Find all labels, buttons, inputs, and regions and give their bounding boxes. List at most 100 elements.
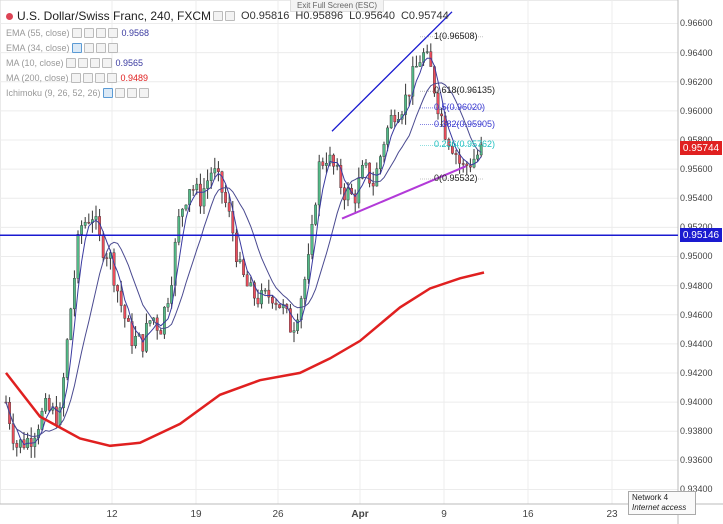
- price-axis[interactable]: 0.96600 0.96400 0.96200 0.96000 0.95800 0.956…: [678, 0, 723, 504]
- candle-down: [465, 163, 469, 166]
- symbol-title[interactable]: U.S. Dollar/Swiss Franc, 240, FXCM: [17, 9, 212, 23]
- upper-trendline: [331, 11, 453, 132]
- candle-down: [407, 94, 411, 97]
- time-axis[interactable]: 12 19 26 Apr 9 16 23: [0, 505, 678, 524]
- candle-up: [180, 208, 184, 217]
- candle-down: [321, 161, 325, 166]
- fib-label-0: 0(0.95532): [434, 172, 478, 183]
- candle-up: [404, 94, 407, 115]
- candle-up: [177, 216, 181, 243]
- indicator-label: MA (200, close): [6, 72, 69, 83]
- eye-icon[interactable]: [225, 11, 236, 21]
- candle-down: [47, 398, 51, 411]
- close-icon[interactable]: [95, 42, 106, 53]
- candle-down: [220, 171, 224, 193]
- candle-down: [353, 193, 357, 204]
- indicator-ichimoku[interactable]: Ichimoku (9, 26, 52, 26): [6, 85, 449, 100]
- candle-up: [375, 168, 379, 187]
- price-tick-label: 0.93400: [680, 484, 713, 495]
- close-icon[interactable]: [94, 72, 105, 83]
- close-icon[interactable]: [89, 57, 100, 68]
- candle-up: [209, 172, 213, 181]
- candle-down: [123, 305, 127, 319]
- candle-down: [159, 330, 163, 335]
- candle-up: [166, 303, 170, 308]
- time-tick-label: 26: [272, 509, 284, 520]
- indicator-ema34[interactable]: EMA (34, close): [6, 40, 449, 55]
- candle-down: [101, 234, 105, 258]
- settings-icon[interactable]: [114, 87, 125, 98]
- candle-up: [476, 154, 479, 160]
- eye-icon[interactable]: [71, 27, 82, 38]
- price-tick-label: 0.95400: [680, 193, 713, 204]
- candle-up: [202, 188, 206, 207]
- candle-down: [289, 308, 292, 333]
- settings-icon[interactable]: [82, 72, 93, 83]
- price-tick-label: 0.95800: [680, 134, 713, 145]
- indicator-ma200[interactable]: MA (200, close) 0.9489: [6, 70, 449, 85]
- time-tick-label: 16: [522, 509, 534, 520]
- price-tick-label: 0.96200: [680, 76, 713, 87]
- indicator-ema55[interactable]: EMA (55, close) 0.9568: [6, 25, 449, 40]
- candle-up: [94, 216, 98, 220]
- candle-up: [411, 66, 415, 97]
- candle-up: [389, 115, 393, 129]
- settings-icon[interactable]: [83, 27, 94, 38]
- price-tick-label: 0.96400: [680, 47, 713, 58]
- candle-up: [62, 377, 66, 408]
- symbol-status-icon: [6, 12, 13, 20]
- candle-down: [440, 113, 443, 117]
- candle-up: [19, 439, 22, 448]
- network-name: Network 4: [632, 493, 669, 502]
- candle-up: [361, 165, 364, 179]
- candle-up: [317, 161, 321, 206]
- settings-icon[interactable]: [83, 42, 94, 53]
- candle-up: [260, 290, 263, 305]
- more-icon[interactable]: [106, 72, 117, 83]
- price-tick-label: 0.95200: [680, 222, 713, 232]
- candle-up: [303, 279, 307, 299]
- candle-down: [227, 202, 231, 212]
- candle-up: [238, 259, 242, 263]
- settings-icon[interactable]: [213, 11, 224, 21]
- more-icon[interactable]: [101, 57, 112, 68]
- candle-up: [170, 285, 173, 304]
- candle-up: [148, 320, 152, 324]
- fib-label-0382: 0.382(0.95905): [434, 118, 496, 129]
- candle-down: [436, 92, 440, 115]
- more-icon[interactable]: [107, 27, 118, 38]
- candle-up: [479, 144, 483, 156]
- candle-up: [263, 289, 267, 292]
- exit-fullscreen-button[interactable]: Exit Full Screen (ESC): [290, 0, 385, 12]
- more-icon[interactable]: [107, 42, 118, 53]
- candle-down: [252, 282, 256, 299]
- price-tick-label: 0.96000: [680, 105, 713, 116]
- eye-icon[interactable]: [71, 42, 82, 53]
- ohlc-low: L0.95640: [349, 10, 395, 22]
- close-icon[interactable]: [95, 27, 106, 38]
- candle-down: [393, 115, 397, 123]
- more-icon[interactable]: [138, 87, 149, 98]
- eye-icon[interactable]: [70, 72, 81, 83]
- candle-down: [224, 192, 227, 203]
- candle-down: [454, 153, 458, 155]
- eye-icon[interactable]: [102, 87, 113, 98]
- candle-down: [271, 296, 274, 304]
- time-tick-label: 9: [441, 509, 447, 520]
- ohlc-close: C0.95744: [400, 10, 449, 22]
- candle-down: [469, 165, 472, 168]
- ma200-line: [5, 271, 485, 448]
- price-tick-label: 0.95600: [680, 164, 713, 175]
- close-icon[interactable]: [126, 87, 137, 98]
- indicator-ma10[interactable]: MA (10, close) 0.9565: [6, 55, 449, 70]
- price-tick-label: 0.95000: [680, 251, 713, 262]
- eye-icon[interactable]: [65, 57, 76, 68]
- settings-icon[interactable]: [77, 57, 88, 68]
- fib-label-0236: 0.236(0.95762): [434, 139, 496, 150]
- candle-up: [364, 162, 368, 166]
- ema55-line: [5, 82, 482, 437]
- candle-down: [371, 183, 375, 187]
- level-price-tag: 0.95146: [680, 228, 722, 243]
- candle-up: [134, 336, 137, 347]
